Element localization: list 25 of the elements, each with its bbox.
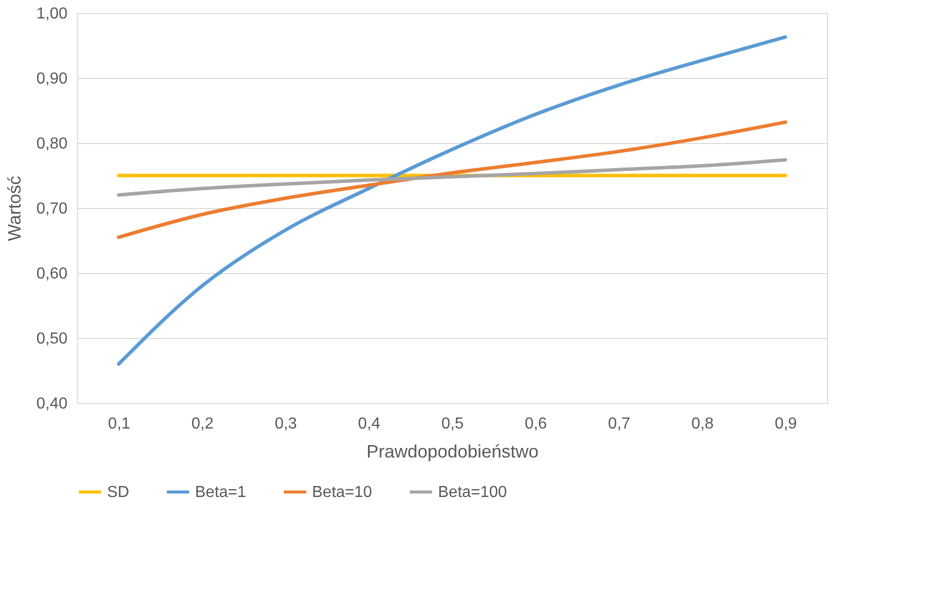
y-tick-label: 0,70 (36, 200, 68, 218)
x-tick-label: 0,9 (774, 416, 798, 432)
x-axis-title: Prawdopodobieństwo (366, 442, 539, 462)
legend-label: Beta=1 (195, 484, 246, 501)
x-tick-label: 0,7 (608, 416, 630, 432)
x-tick-label: 0,3 (274, 416, 298, 432)
line-series (116, 120, 788, 239)
x-tick-label: 0,6 (524, 416, 548, 432)
legend-label: SD (107, 484, 130, 501)
line-series (116, 158, 788, 197)
legend-label: Beta=10 (312, 484, 372, 501)
x-tick-label: 0,8 (691, 416, 714, 432)
y-tick-label: 1,00 (36, 6, 68, 22)
x-tick-label: 0,4 (358, 416, 380, 432)
y-tick-label: 0,80 (36, 136, 68, 152)
line-series (116, 35, 788, 366)
x-tick-label: 0,1 (108, 416, 130, 432)
legend-label: Beta=100 (438, 484, 508, 501)
y-tick-label: 0,60 (36, 266, 68, 282)
y-tick-label: 0,90 (36, 70, 68, 88)
y-tick-label: 0,40 (36, 396, 68, 412)
y-axis-title: Wartość (4, 176, 24, 242)
y-tick-label: 0,50 (36, 330, 68, 348)
x-tick-label: 0,5 (441, 416, 464, 432)
x-tick-label: 0,2 (191, 416, 214, 432)
